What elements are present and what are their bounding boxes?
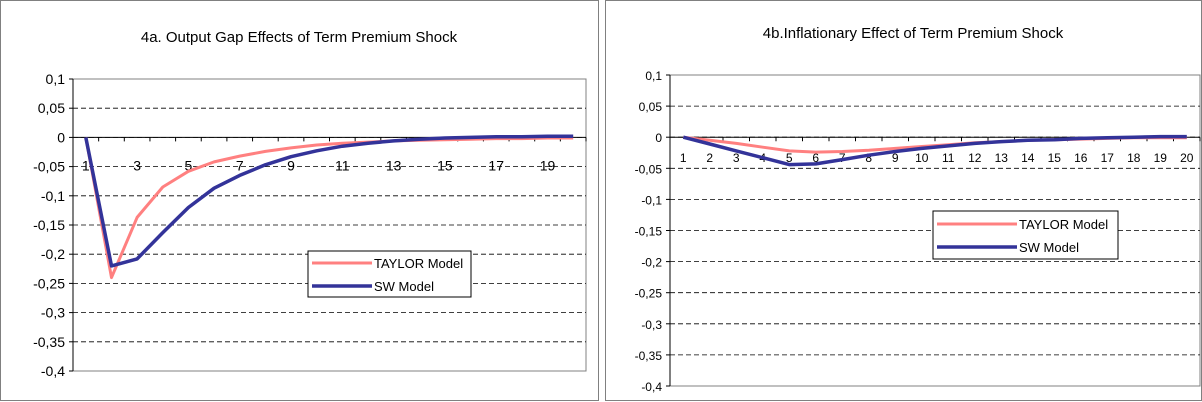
y-tick-label: -0,4 — [41, 363, 65, 379]
legend — [307, 250, 472, 298]
x-tick-label: 8 — [865, 151, 872, 165]
y-tick-label: -0,2 — [641, 256, 662, 270]
y-tick-label: 0,1 — [645, 69, 662, 83]
x-tick-label: 19 — [1154, 151, 1168, 165]
x-tick-label: 13 — [995, 151, 1009, 165]
y-tick-label: -0,1 — [641, 193, 662, 207]
y-tick-label: -0,3 — [641, 318, 662, 332]
x-tick-label: 17 — [488, 157, 504, 173]
y-tick-label: 0 — [655, 131, 662, 145]
x-tick-label: 9 — [892, 151, 899, 165]
y-tick-label: -0,05 — [635, 162, 663, 176]
y-tick-label: 0 — [57, 129, 65, 145]
x-tick-label: 10 — [915, 151, 929, 165]
chart-inflation: 4b.Inflationary Effect of Term Premium S… — [635, 25, 1201, 394]
x-tick-label: 1 — [82, 157, 90, 173]
series-line-sw — [84, 134, 574, 268]
x-tick-label: 7 — [236, 157, 244, 173]
x-tick-label: 5 — [786, 151, 793, 165]
x-tick-label: 1 — [680, 151, 687, 165]
y-tick-label: 0,1 — [46, 71, 66, 87]
chart-title: 4b.Inflationary Effect of Term Premium S… — [763, 25, 1064, 42]
legend-label: SW Model — [1019, 240, 1079, 255]
y-tick-label: -0,35 — [635, 349, 663, 363]
x-tick-label: 13 — [386, 157, 402, 173]
series-line-taylor — [84, 136, 574, 280]
x-tick-label: 2 — [706, 151, 713, 165]
chart-panel-inflation: 4b.Inflationary Effect of Term Premium S… — [605, 0, 1202, 401]
series-line-sw — [682, 134, 1187, 167]
y-tick-label: -0,3 — [41, 305, 65, 321]
x-tick-label: 9 — [287, 157, 295, 173]
x-tick-label: 15 — [1048, 151, 1062, 165]
chart-panel-output-gap: 4a. Output Gap Effects of Term Premium S… — [0, 0, 599, 401]
chart-output-gap: 4a. Output Gap Effects of Term Premium S… — [33, 29, 587, 379]
x-tick-label: 15 — [437, 157, 453, 173]
x-tick-label: 19 — [540, 157, 556, 173]
y-tick-label: -0,05 — [33, 159, 65, 175]
x-tick-label: 5 — [185, 157, 193, 173]
x-tick-label: 16 — [1074, 151, 1088, 165]
y-tick-label: -0,2 — [41, 246, 65, 262]
x-tick-label: 14 — [1021, 151, 1035, 165]
x-tick-label: 3 — [133, 157, 141, 173]
y-tick-label: 0,05 — [639, 100, 663, 114]
legend — [932, 210, 1119, 260]
legend-label: SW Model — [374, 279, 434, 294]
chart-title: 4a. Output Gap Effects of Term Premium S… — [141, 29, 458, 46]
x-tick-label: 11 — [942, 151, 955, 165]
x-tick-label: 18 — [1127, 151, 1141, 165]
y-tick-label: -0,35 — [33, 334, 65, 350]
x-tick-label: 12 — [968, 151, 982, 165]
y-tick-label: -0,15 — [635, 225, 663, 239]
legend-label: TAYLOR Model — [1019, 217, 1108, 232]
x-tick-label: 3 — [733, 151, 740, 165]
x-tick-label: 6 — [812, 151, 819, 165]
x-tick-label: 20 — [1180, 151, 1194, 165]
y-tick-label: -0,25 — [33, 275, 65, 291]
y-tick-label: -0,4 — [641, 380, 662, 394]
legend-label: TAYLOR Model — [374, 256, 463, 271]
y-tick-label: -0,25 — [635, 287, 663, 301]
y-tick-label: -0,1 — [41, 188, 65, 204]
y-tick-label: -0,15 — [33, 217, 65, 233]
x-tick-label: 11 — [335, 157, 350, 173]
y-tick-label: 0,05 — [38, 100, 65, 116]
x-tick-label: 17 — [1101, 151, 1115, 165]
